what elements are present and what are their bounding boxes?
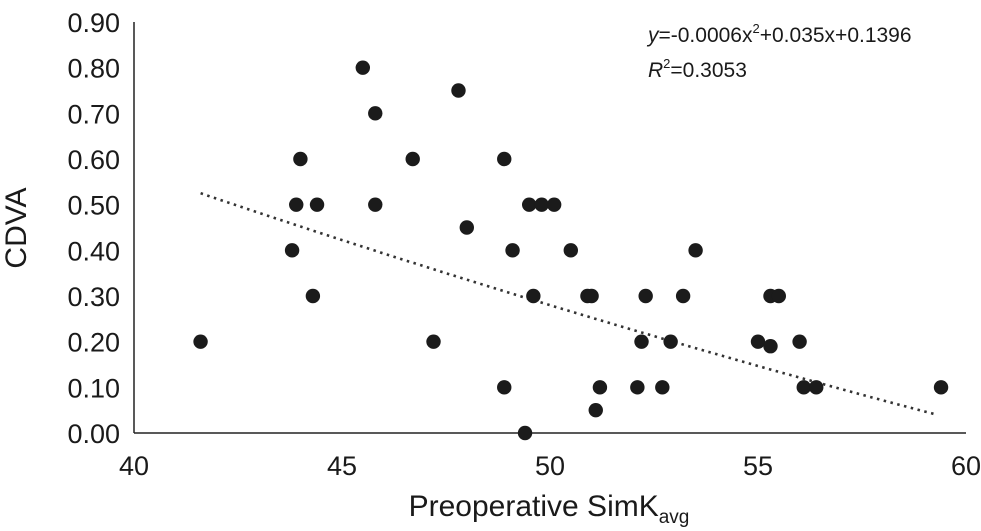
y-tick-label: 0.00 xyxy=(67,419,120,449)
x-tick-labels: 40 45 50 55 60 xyxy=(119,451,981,481)
r-squared-var: R xyxy=(648,59,663,82)
data-point xyxy=(356,60,370,74)
y-axis-title: CDVA xyxy=(0,187,33,268)
y-tick-labels: 0.00 0.10 0.20 0.30 0.40 0.50 0.60 0.70 0.80 0.90 xyxy=(67,8,120,449)
data-point xyxy=(534,197,548,211)
data-point xyxy=(451,83,465,97)
x-tick-label: 40 xyxy=(119,451,149,481)
equation-rhs-b: +0.035x+0.1396 xyxy=(760,24,912,47)
y-tick-label: 0.40 xyxy=(67,236,120,266)
data-points xyxy=(193,60,948,440)
y-tick-label: 0.70 xyxy=(67,99,120,129)
x-tick-label: 60 xyxy=(951,451,981,481)
y-tick-label: 0.90 xyxy=(67,8,120,38)
data-point xyxy=(663,334,677,348)
r-squared-value: =0.3053 xyxy=(670,59,747,82)
data-point xyxy=(630,380,644,394)
r-squared-exponent: 2 xyxy=(663,56,670,71)
data-point xyxy=(518,426,532,440)
data-point xyxy=(505,243,519,257)
data-point xyxy=(460,220,474,234)
data-point xyxy=(310,197,324,211)
data-point xyxy=(763,339,777,353)
x-tick-label: 50 xyxy=(535,451,565,481)
data-point xyxy=(593,380,607,394)
y-tick-label: 0.20 xyxy=(67,328,120,358)
data-point xyxy=(809,380,823,394)
data-point xyxy=(547,197,561,211)
data-point xyxy=(526,289,540,303)
trendline xyxy=(201,193,937,415)
equation-exponent: 2 xyxy=(753,21,760,36)
data-point xyxy=(934,380,948,394)
x-axis-title: Preoperative SimKavg xyxy=(409,490,690,528)
axes xyxy=(134,22,966,433)
data-point xyxy=(634,334,648,348)
data-point xyxy=(497,380,511,394)
data-point xyxy=(564,243,578,257)
data-point xyxy=(676,289,690,303)
x-tick-label: 55 xyxy=(743,451,773,481)
data-point xyxy=(584,289,598,303)
data-point xyxy=(293,152,307,166)
y-tick-label: 0.10 xyxy=(67,373,120,403)
x-tick-label: 45 xyxy=(327,451,357,481)
data-point xyxy=(751,334,765,348)
data-point xyxy=(497,152,511,166)
data-point xyxy=(285,243,299,257)
y-tick-label: 0.50 xyxy=(67,191,120,221)
data-point xyxy=(426,334,440,348)
data-point xyxy=(306,289,320,303)
data-point xyxy=(655,380,669,394)
data-point xyxy=(193,334,207,348)
y-tick-label: 0.80 xyxy=(67,54,120,84)
data-point xyxy=(522,197,536,211)
r-squared-label: R2=0.3053 xyxy=(648,56,747,82)
data-point xyxy=(792,334,806,348)
data-point xyxy=(688,243,702,257)
data-point xyxy=(589,403,603,417)
data-point xyxy=(638,289,652,303)
data-point xyxy=(368,197,382,211)
data-point xyxy=(772,289,786,303)
data-point xyxy=(406,152,420,166)
equation-rhs-a: =-0.0006x xyxy=(659,24,753,47)
data-point xyxy=(289,197,303,211)
y-tick-label: 0.60 xyxy=(67,145,120,175)
data-point xyxy=(797,380,811,394)
x-axis-title-subscript: avg xyxy=(659,507,690,528)
y-tick-label: 0.30 xyxy=(67,282,120,312)
trendline-equation: y=-0.0006x2+0.035x+0.1396 xyxy=(646,21,912,47)
x-axis-title-main: Preoperative SimK xyxy=(409,490,659,523)
data-point xyxy=(368,106,382,120)
